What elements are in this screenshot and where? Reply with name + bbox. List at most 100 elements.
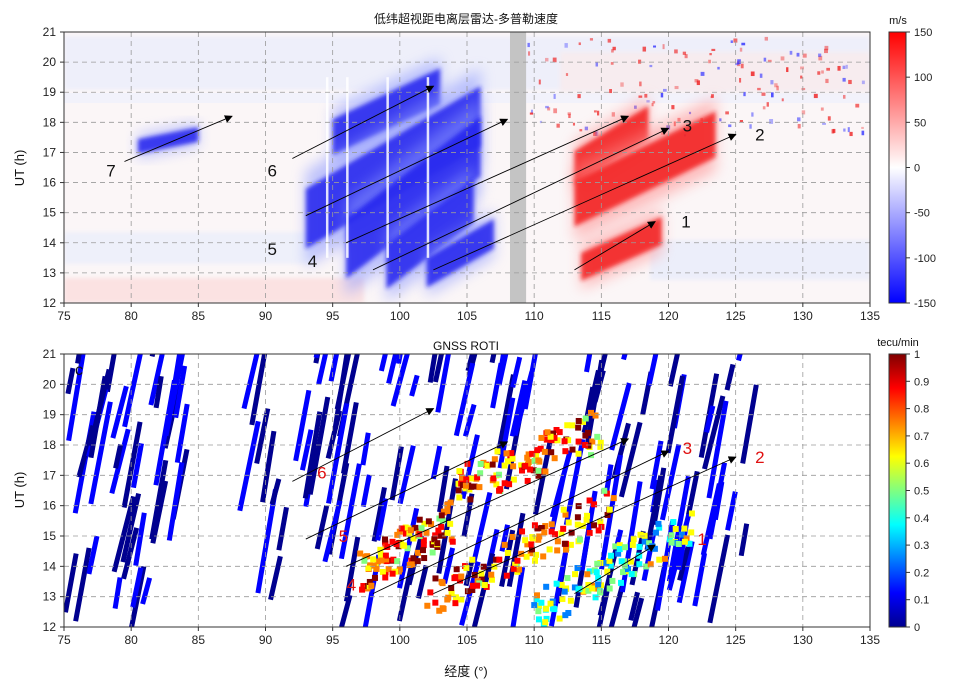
y-tick-label: 13 <box>43 266 57 280</box>
x-tick-label: 95 <box>326 633 340 647</box>
roti-cell <box>452 574 459 581</box>
radar-stripe <box>426 77 430 258</box>
roti-cell <box>564 575 571 582</box>
roti-cell <box>688 529 695 536</box>
noise-dot <box>797 117 801 122</box>
roti-cell <box>530 467 537 474</box>
roti-track <box>268 555 283 601</box>
noise-dot <box>764 36 768 41</box>
roti-cell <box>595 527 602 534</box>
roti-cell <box>553 426 560 433</box>
noise-dot <box>596 110 600 116</box>
annotation-label: 6 <box>317 463 326 482</box>
roti-cell <box>390 556 397 563</box>
roti-track <box>339 594 353 627</box>
y-tick-label: 17 <box>43 468 57 482</box>
noise-dot <box>759 73 763 78</box>
radar-grid <box>64 32 870 303</box>
roti-cell <box>468 483 475 490</box>
roti-track <box>360 432 371 466</box>
noise-dot <box>568 114 571 119</box>
roti-cell <box>398 525 405 532</box>
roti-cell <box>587 409 594 416</box>
roti-cell <box>438 578 445 585</box>
roti-cell <box>543 605 550 612</box>
noise-dot <box>607 38 612 43</box>
roti-cell <box>378 557 385 564</box>
roti-cell <box>583 516 590 523</box>
roti-cell <box>459 482 466 489</box>
roti-track <box>322 500 343 563</box>
roti-cell <box>463 476 470 483</box>
roti-cell <box>493 481 500 488</box>
roti-track <box>73 547 92 622</box>
noise-dot <box>620 82 624 87</box>
roti-cell <box>366 578 373 585</box>
roti-track <box>736 354 743 362</box>
roti-track <box>375 498 389 541</box>
roti-cell <box>533 452 540 459</box>
roti-cell <box>620 569 627 576</box>
roti-cell <box>440 532 447 539</box>
roti-cell <box>575 424 582 431</box>
noise-dot <box>818 55 823 61</box>
roti-cell <box>477 461 484 468</box>
roti-cell <box>554 547 561 554</box>
roti-track <box>140 577 153 605</box>
x-tick-label: 85 <box>192 633 206 647</box>
roti-track <box>163 354 185 437</box>
annotation-arrow <box>292 85 435 159</box>
radar-colorbar-ticks: 150 100 50 0 -50 -100 -150 <box>906 27 936 310</box>
roti-cell <box>452 594 459 601</box>
roti-cell <box>394 558 401 565</box>
roti-track <box>122 354 143 428</box>
roti-cell <box>537 445 544 452</box>
noise-dot <box>530 109 533 114</box>
roti-cell <box>527 466 534 473</box>
roti-track <box>702 395 726 470</box>
roti-cell <box>536 533 543 540</box>
roti-cell <box>373 565 380 572</box>
roti-track <box>665 375 686 454</box>
roti-track <box>340 401 359 474</box>
noise-dot <box>651 103 654 107</box>
roti-track <box>465 354 476 372</box>
roti-cell <box>416 516 423 523</box>
roti-cell <box>565 437 572 444</box>
noise-dot <box>700 71 705 76</box>
roti-cell <box>567 597 574 604</box>
roti-track <box>471 552 496 627</box>
roti-track <box>471 491 493 564</box>
noise-dot <box>750 71 755 77</box>
roti-cell <box>661 555 668 562</box>
roti-cell <box>544 429 551 436</box>
roti-cell <box>444 596 451 603</box>
colorbar-tick-label: -50 <box>914 208 930 220</box>
roti-cell <box>438 523 445 530</box>
roti-cell <box>509 455 516 462</box>
roti-colorbar-ticks: 1 0.9 0.8 0.7 0.6 0.5 0.4 0.3 0.2 0.1 0 <box>906 349 929 634</box>
noise-dot <box>813 93 818 99</box>
x-tick-label: 80 <box>124 633 138 647</box>
roti-cell <box>666 536 673 543</box>
x-tick-label: 100 <box>390 633 410 647</box>
roti-cell <box>389 538 396 545</box>
roti-track <box>64 553 79 613</box>
roti-cell <box>572 571 579 578</box>
y-tick-label: 20 <box>43 55 57 69</box>
noise-dot <box>776 85 779 91</box>
annotation-arrow <box>433 133 737 271</box>
roti-cell <box>672 525 679 532</box>
annotation-arrow <box>372 450 670 595</box>
noise-dot <box>737 59 741 65</box>
roti-cell <box>565 519 572 526</box>
noise-dot <box>711 48 716 52</box>
noise-dot <box>780 56 785 61</box>
roti-track <box>65 367 76 395</box>
roti-cell <box>436 607 443 614</box>
roti-cell <box>524 477 531 484</box>
noise-dot <box>671 105 675 110</box>
roti-cell <box>547 433 554 440</box>
roti-cell <box>563 585 570 592</box>
noise-dot <box>818 53 822 57</box>
